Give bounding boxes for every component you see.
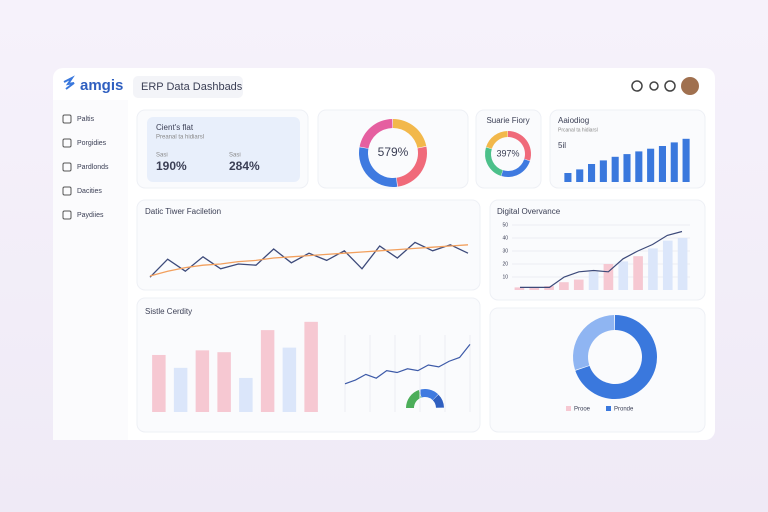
search-box[interactable]: [133, 76, 243, 98]
card-subtitle: Prcanal ta hidiarsl: [558, 127, 598, 133]
donut-label: 397%: [496, 148, 519, 158]
y-tick-label: 30: [502, 248, 508, 254]
line: [520, 230, 683, 288]
card-title: Aaiodiog: [558, 116, 589, 125]
nav-item[interactable]: Dacities: [77, 188, 102, 195]
donut-segment: [393, 119, 427, 148]
donut-segment: [508, 131, 532, 161]
logo-icon: [63, 75, 75, 90]
bar: [573, 279, 584, 290]
logo: amgis: [80, 77, 123, 94]
line: [149, 244, 469, 277]
bar: [217, 352, 231, 412]
bar: [635, 151, 643, 182]
donut-segment: [396, 146, 428, 187]
search-text[interactable]: ERP Data Dashbads: [141, 81, 243, 93]
bar: [677, 238, 688, 290]
note: 5il: [558, 141, 566, 150]
bar: [682, 138, 690, 182]
nav-icon: [62, 186, 72, 196]
bar: [173, 367, 188, 412]
donut-label: 579%: [378, 145, 409, 159]
summary-subtitle: Preanal ta hidiarsl: [156, 135, 204, 141]
bar: [576, 169, 584, 182]
card-title: Sistle Cerdity: [145, 307, 192, 316]
donut-segment: [575, 315, 658, 399]
bar: [152, 354, 166, 412]
stat-value: 284%: [229, 159, 260, 173]
line: [344, 343, 471, 385]
donut-segment: [358, 147, 398, 188]
donut-segment: [432, 394, 444, 408]
stat-label: Sasi: [229, 153, 241, 159]
card-title: Digital Overvance: [497, 207, 561, 216]
donut-segment: [359, 119, 393, 149]
bar: [544, 286, 554, 290]
y-tick-label: 20: [502, 261, 508, 267]
y-tick-label: 40: [502, 235, 508, 241]
donut-segment: [572, 315, 615, 370]
legend-swatch: [606, 406, 611, 411]
legend-label: Prooe: [574, 407, 591, 413]
bar: [658, 146, 666, 182]
donut-segment: [406, 390, 422, 408]
notification-icon[interactable]: [649, 81, 659, 91]
bar: [260, 330, 275, 412]
bar: [618, 261, 629, 290]
bar: [603, 264, 614, 290]
card-title: Suarie Fiory: [486, 116, 529, 125]
card-title: Datic Tiwer Faciletion: [145, 207, 221, 216]
bar: [529, 287, 540, 290]
stat-value: 190%: [156, 159, 187, 173]
line: [149, 241, 469, 278]
donut-segment: [485, 147, 503, 176]
bar: [611, 156, 619, 182]
y-tick-label: 10: [502, 274, 508, 280]
bar: [514, 287, 525, 290]
y-tick-label: 50: [502, 222, 508, 228]
stat-label: Sasi: [156, 153, 168, 159]
summary-title: Cient's flat: [156, 123, 194, 132]
donut-segment: [501, 159, 530, 178]
nav-item[interactable]: Pardlonds: [77, 164, 109, 171]
bar: [195, 350, 210, 412]
bar: [648, 248, 658, 290]
nav-item[interactable]: Paltis: [77, 116, 95, 123]
sidebar: [53, 100, 128, 440]
donut-segment: [419, 389, 439, 401]
bar: [559, 282, 569, 290]
bar: [304, 321, 318, 412]
bar: [662, 240, 673, 290]
settings-icon[interactable]: [664, 80, 676, 92]
bar: [588, 271, 599, 290]
nav-item[interactable]: Paydiies: [77, 212, 104, 219]
bar: [588, 164, 596, 182]
legend-label: Pronde: [614, 407, 634, 413]
nav-icon: [62, 162, 72, 172]
nav-icon: [62, 114, 72, 124]
legend-swatch: [566, 406, 571, 411]
search-icon[interactable]: [631, 80, 643, 92]
nav-item[interactable]: Porgidies: [77, 140, 107, 147]
bar: [633, 256, 643, 290]
nav-icon: [62, 138, 72, 148]
bar: [599, 160, 607, 182]
bar: [623, 154, 631, 182]
donut-segment: [486, 131, 508, 149]
bar: [647, 148, 655, 182]
avatar[interactable]: [681, 77, 699, 95]
bar: [564, 173, 572, 182]
nav-icon: [62, 210, 72, 220]
bar: [282, 347, 297, 412]
bar: [239, 377, 253, 412]
bar: [670, 142, 678, 182]
